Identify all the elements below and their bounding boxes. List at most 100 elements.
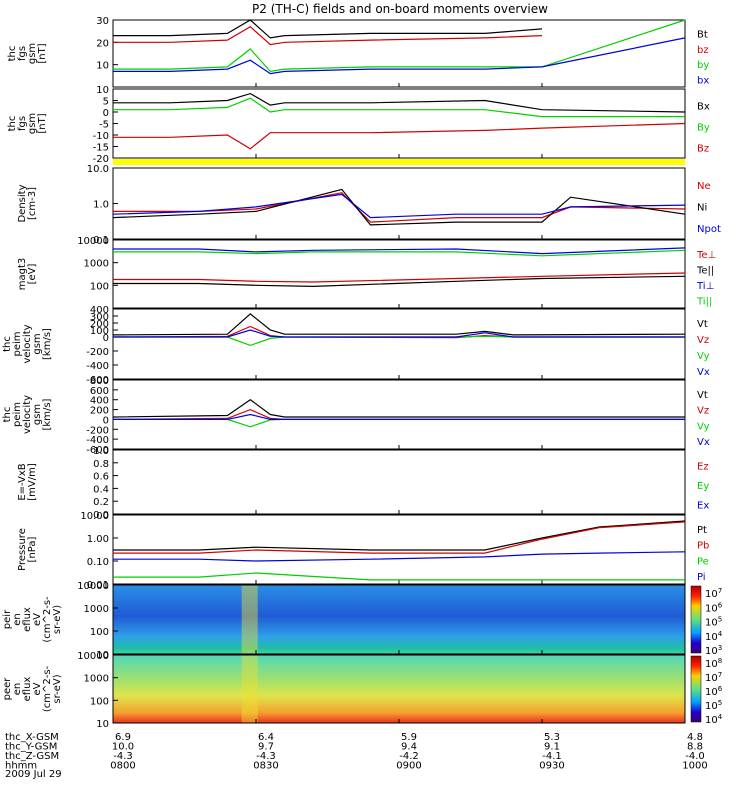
legend-Vz: Vz — [697, 335, 709, 346]
y-tick-label: 10.0 — [87, 164, 109, 175]
y-tick-label: 10 — [96, 61, 109, 72]
panel-frame — [112, 167, 686, 240]
y-tick-label: 100 — [90, 696, 109, 707]
y-tick-label: -200 — [86, 347, 109, 358]
y-tick-label: 0 — [103, 333, 109, 344]
y-tick-label: -600 — [86, 445, 109, 456]
y-tick-label: 10000 — [77, 581, 109, 592]
x-axis-value: 0800 — [110, 761, 135, 772]
y-axis-label: thcpeimvelocitygsm[km/s] — [2, 324, 53, 363]
panel-efield: 1.0 0.8 0.60.4 0.2 0.0 E=-VxB[mV/m] Ez Ey Ex — [17, 446, 709, 521]
series-Npot-line — [112, 193, 686, 219]
y-axis-label: Density[cm-3] — [17, 184, 38, 222]
x-axis-value: 0830 — [253, 761, 278, 772]
panel-density: 10.0 1.0 0.1 Density[cm-3] Ne Ni Npot — [17, 164, 721, 246]
y-axis-label: thcpeimvelocitygsm[km/s] — [2, 395, 53, 434]
x-axis-value: 10.0 — [112, 742, 134, 753]
series-By-line — [113, 97, 685, 118]
y-axis-label: thcpeirenefluxeV(cm^2-s-sr-eV) — [0, 596, 63, 643]
y-axis-label: magt3[eV] — [17, 258, 38, 291]
y-tick-label: 0.01 — [87, 580, 109, 591]
panel-frame — [112, 379, 686, 450]
x-axis-value: -4.0 — [685, 751, 705, 762]
y-tick-label: 300 — [90, 312, 109, 323]
series-bx-line — [113, 37, 686, 75]
colorbar-tick: 105 — [705, 699, 722, 712]
y-tick-label: 100 — [90, 326, 109, 337]
legend-Pt: Pt — [697, 525, 707, 536]
spectrogram-feature — [241, 655, 258, 723]
x-axis-row-label: thc_Y-GSM — [5, 742, 57, 753]
y-tick-label: -20 — [93, 154, 109, 165]
x-axis-value: -4.3 — [256, 751, 276, 762]
series-Vx-line — [113, 413, 685, 420]
x-axis-value: 8.8 — [687, 742, 703, 753]
colorbar — [690, 585, 702, 654]
series-Ti-line — [113, 247, 686, 255]
x-axis-value: 9.1 — [544, 742, 560, 753]
y-tick-label: 1000 — [84, 674, 109, 685]
y-tick-label: 200 — [90, 406, 109, 417]
spectrogram-feature — [241, 585, 258, 654]
y-tick-label: 600 — [90, 386, 109, 397]
colorbar-tick: 107 — [705, 671, 722, 684]
y-axis-label: thcfgsgsm[nT] — [7, 43, 48, 64]
panel-frame — [112, 88, 686, 159]
legend-by: by — [697, 60, 709, 71]
series-Bz-line — [113, 122, 686, 150]
legend-Vy: Vy — [697, 421, 710, 432]
colorbar-tick: 104 — [705, 713, 723, 726]
series-Bt-line — [113, 19, 543, 39]
series-Pi-line — [113, 551, 686, 562]
panels: 302010thcfgsgsm[nT]Btbzbybx1050-5-10-15-… — [0, 16, 723, 730]
date-label: 2009 Jul 29 — [5, 769, 62, 780]
x-axis-table: thc_X-GSM 6.9 6.4 5.9 5.3 4.8 thc_Y-GSM 10.0 9.7… — [5, 732, 708, 772]
legend-Npot: Npot — [697, 224, 721, 235]
legend-Pi: Pi — [697, 572, 706, 583]
x-axis-value: 0930 — [539, 761, 564, 772]
x-axis-row-label: thc_X-GSM — [5, 732, 59, 743]
colorbar-tick: 104 — [705, 630, 723, 643]
x-axis-value: 5.9 — [401, 732, 417, 743]
legend-Vx: Vx — [697, 437, 710, 448]
x-axis-row-label: thc_Z-GSM — [5, 751, 59, 762]
series-Pt-line — [113, 520, 686, 551]
legend-Ti: Ti⊥ — [696, 281, 714, 292]
y-tick-label: 1000 — [84, 259, 109, 270]
y-tick-label: 1.0 — [93, 446, 109, 457]
legend-By: By — [697, 123, 710, 134]
y-tick-label: 0.8 — [93, 459, 109, 470]
colorbar-tick: 105 — [705, 616, 722, 629]
y-tick-label: 20 — [96, 38, 109, 49]
legend-Ex: Ex — [697, 500, 709, 511]
x-axis-value: 0900 — [396, 761, 421, 772]
legend-Ey: Ey — [697, 481, 709, 492]
panel-frame — [112, 19, 686, 88]
y-tick-label: 0.0 — [93, 510, 109, 521]
y-tick-label: 1000 — [84, 604, 109, 615]
legend-Pe: Pe — [697, 556, 709, 567]
colorbar-tick: 108 — [705, 657, 722, 670]
legend-Vt: Vt — [697, 319, 708, 330]
y-tick-label: 0.6 — [93, 472, 109, 483]
legend-Ez: Ez — [697, 462, 709, 473]
legend-Ni: Ni — [697, 203, 707, 214]
y-tick-label: 100 — [90, 281, 109, 292]
legend-Bz: Bz — [697, 144, 709, 155]
y-tick-label: 0 — [103, 415, 109, 426]
y-tick-label: 0.2 — [93, 497, 109, 508]
series-Te-line — [113, 272, 686, 283]
colorbar — [690, 655, 702, 723]
series-Vt-line — [112, 398, 685, 418]
colorbar-tick: 107 — [705, 587, 722, 600]
series-Ni-line — [112, 188, 686, 226]
figure-title: P2 (TH-C) fields and on-board moments ov… — [252, 2, 548, 16]
y-tick-label: 200 — [90, 319, 109, 330]
colorbar-tick: 106 — [705, 601, 723, 614]
series-Vy-line — [113, 418, 685, 428]
y-tick-label: -600 — [86, 375, 109, 386]
